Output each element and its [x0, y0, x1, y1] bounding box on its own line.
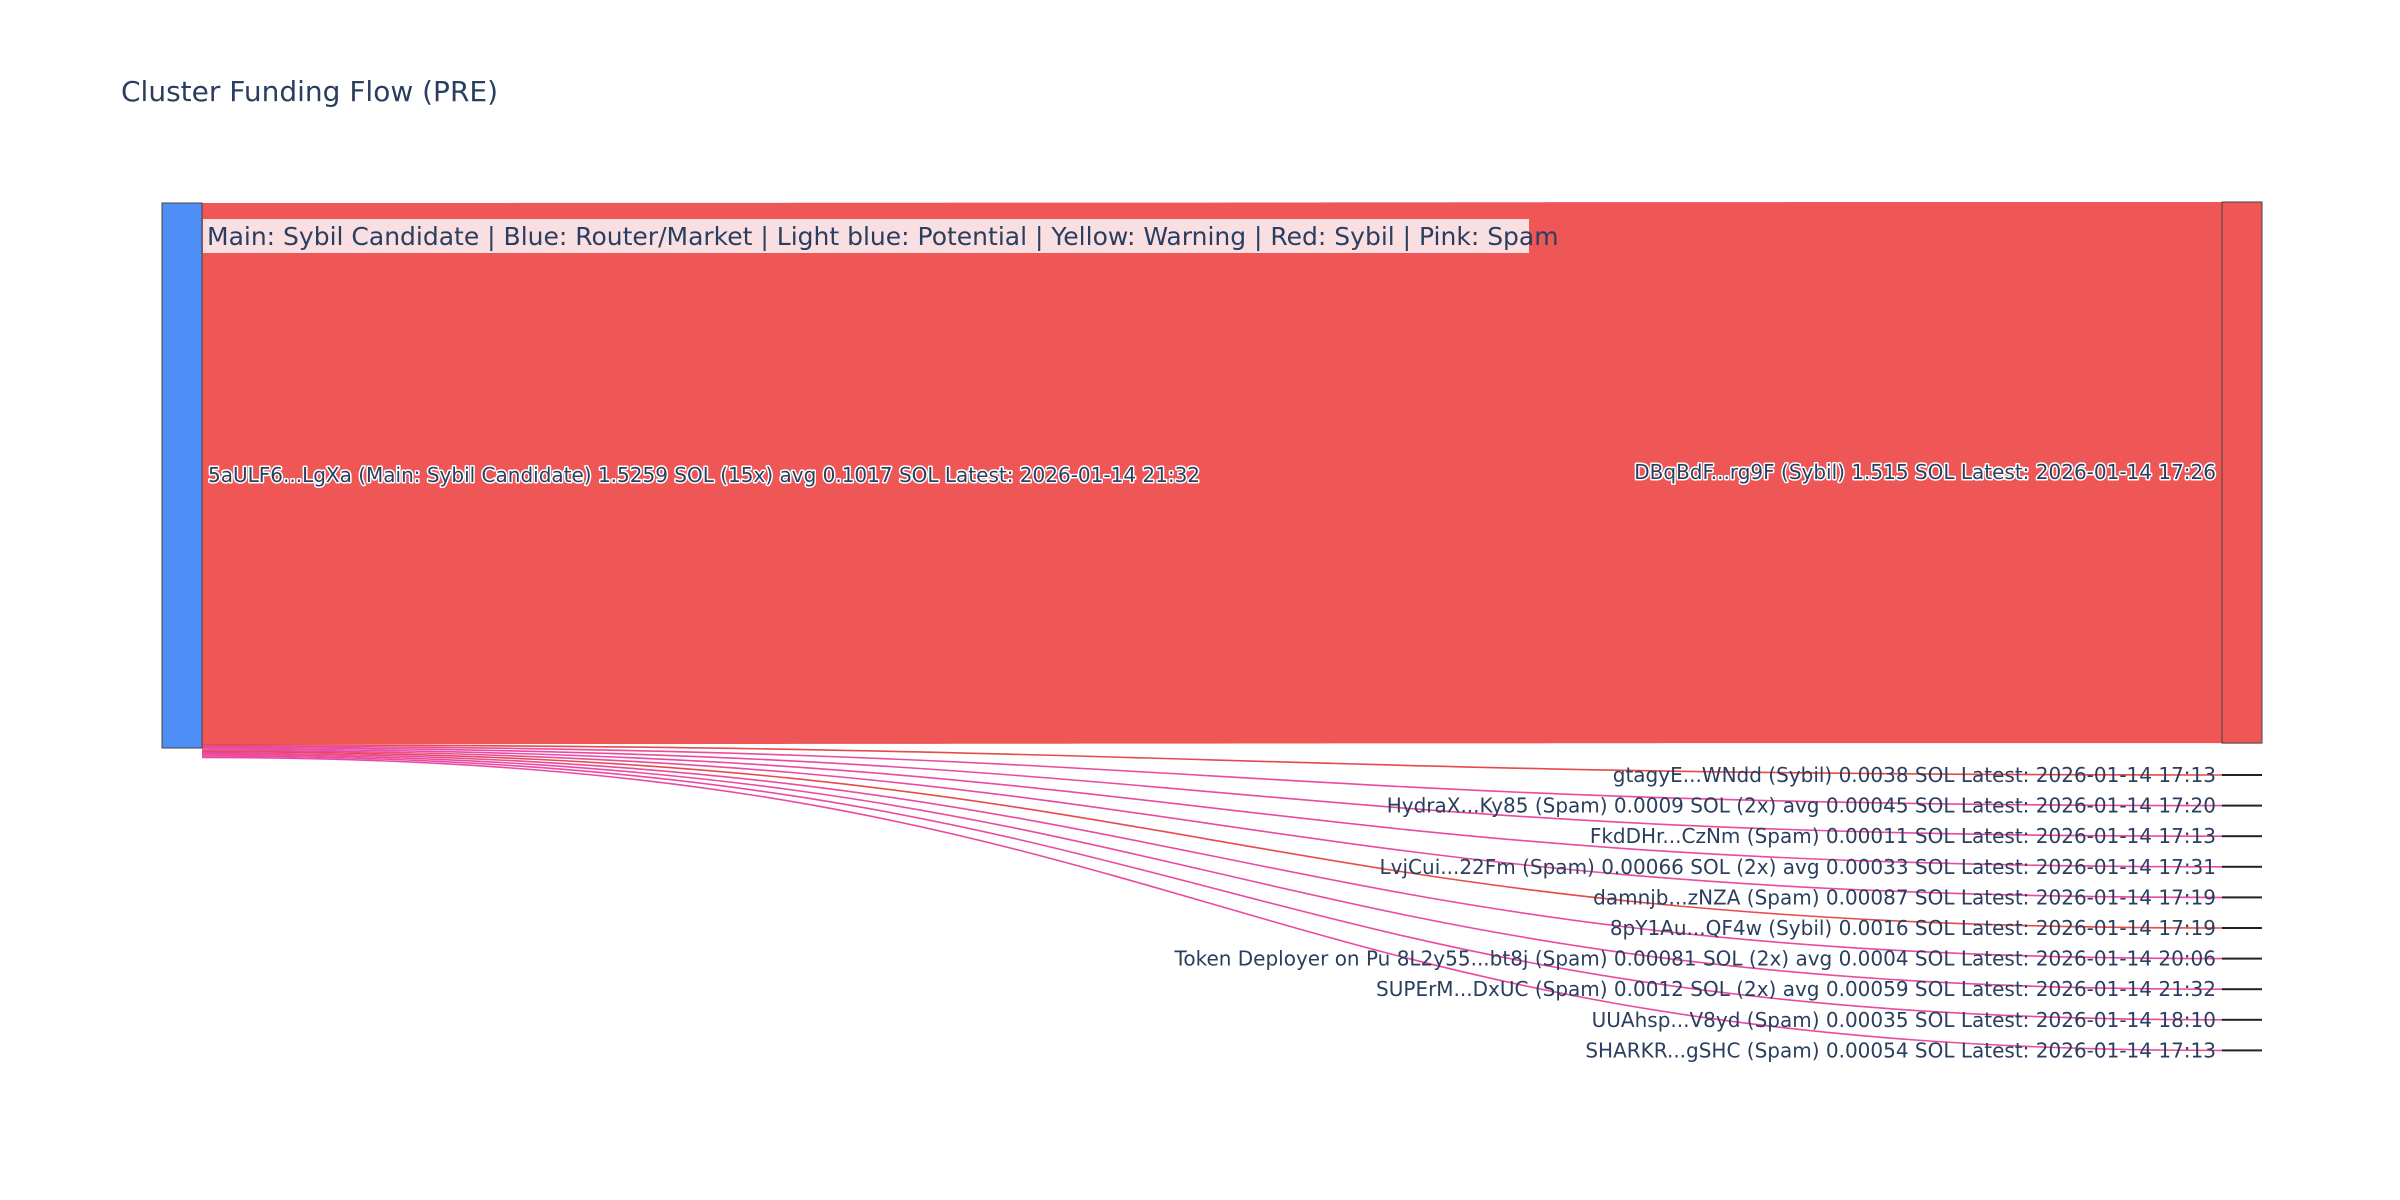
target-label-5: LvjCui...22Fm (Spam) 0.00066 SOL (2x) av…: [1380, 855, 2216, 879]
target-label-1: DBqBdF...rg9F (Sybil) 1.515 SOL Latest: …: [1634, 460, 2216, 484]
legend-background: [203, 219, 1529, 253]
link-11: [201, 756, 2223, 1052]
link-7: [201, 751, 2223, 929]
target-node-1: [2221, 201, 2263, 744]
labels-layer: DBqBdF...rg9F (Sybil) 1.515 SOL Latest: …: [207, 459, 2218, 1063]
link-1: [202, 202, 2222, 745]
target-node-3: [2222, 804, 2262, 807]
source-node: [161, 202, 203, 749]
target-node-8: [2222, 957, 2262, 960]
target-label-2: gtagyE...WNdd (Sybil) 0.0038 SOL Latest:…: [1613, 763, 2216, 787]
link-4: [201, 746, 2223, 837]
target-node-10: [2222, 1018, 2262, 1021]
target-node-4: [2222, 835, 2262, 838]
target-label-4: FkdDHr...CzNm (Spam) 0.00011 SOL Latest:…: [1590, 824, 2216, 848]
target-label-3: HydraX...Ky85 (Spam) 0.0009 SOL (2x) avg…: [1387, 794, 2216, 818]
chart-title: Cluster Funding Flow (PRE): [121, 75, 498, 108]
link-5: [201, 748, 2223, 868]
link-3: [201, 745, 2223, 807]
target-node-7: [2222, 927, 2262, 929]
target-node-6: [2222, 896, 2262, 899]
link-6: [201, 749, 2223, 899]
target-label-6: damnjb...zNZA (Spam) 0.00087 SOL Latest:…: [1593, 885, 2216, 909]
source-label: 5aULF6...LgXa (Main: Sybil Candidate) 1.…: [208, 463, 1200, 487]
nodes-layer: [161, 201, 2263, 1052]
target-label-10: UUAhsp...V8yd (Spam) 0.00035 SOL Latest:…: [1592, 1008, 2216, 1032]
target-label-7: 8pY1Au...QF4w (Sybil) 0.0016 SOL Latest:…: [1610, 916, 2216, 940]
link-2: [201, 744, 2223, 776]
target-node-5: [2222, 865, 2262, 868]
target-node-9: [2222, 988, 2262, 991]
target-node-2: [2222, 774, 2262, 776]
link-8: [201, 752, 2223, 960]
target-label-8: Token Deployer on Pu 8L2y55...bt8j (Spam…: [1174, 947, 2216, 971]
target-node-11: [2222, 1049, 2262, 1052]
target-label-9: SUPErM...DxUC (Spam) 0.0012 SOL (2x) avg…: [1376, 977, 2216, 1001]
legend-text: Main: Sybil Candidate | Blue: Router/Mar…: [207, 222, 1559, 251]
legend: Main: Sybil Candidate | Blue: Router/Mar…: [203, 219, 1559, 253]
links-layer: [201, 202, 2223, 1052]
link-9: [201, 753, 2223, 990]
target-label-11: SHARKR...gSHC (Spam) 0.00054 SOL Latest:…: [1585, 1038, 2216, 1062]
link-10: [201, 755, 2223, 1021]
